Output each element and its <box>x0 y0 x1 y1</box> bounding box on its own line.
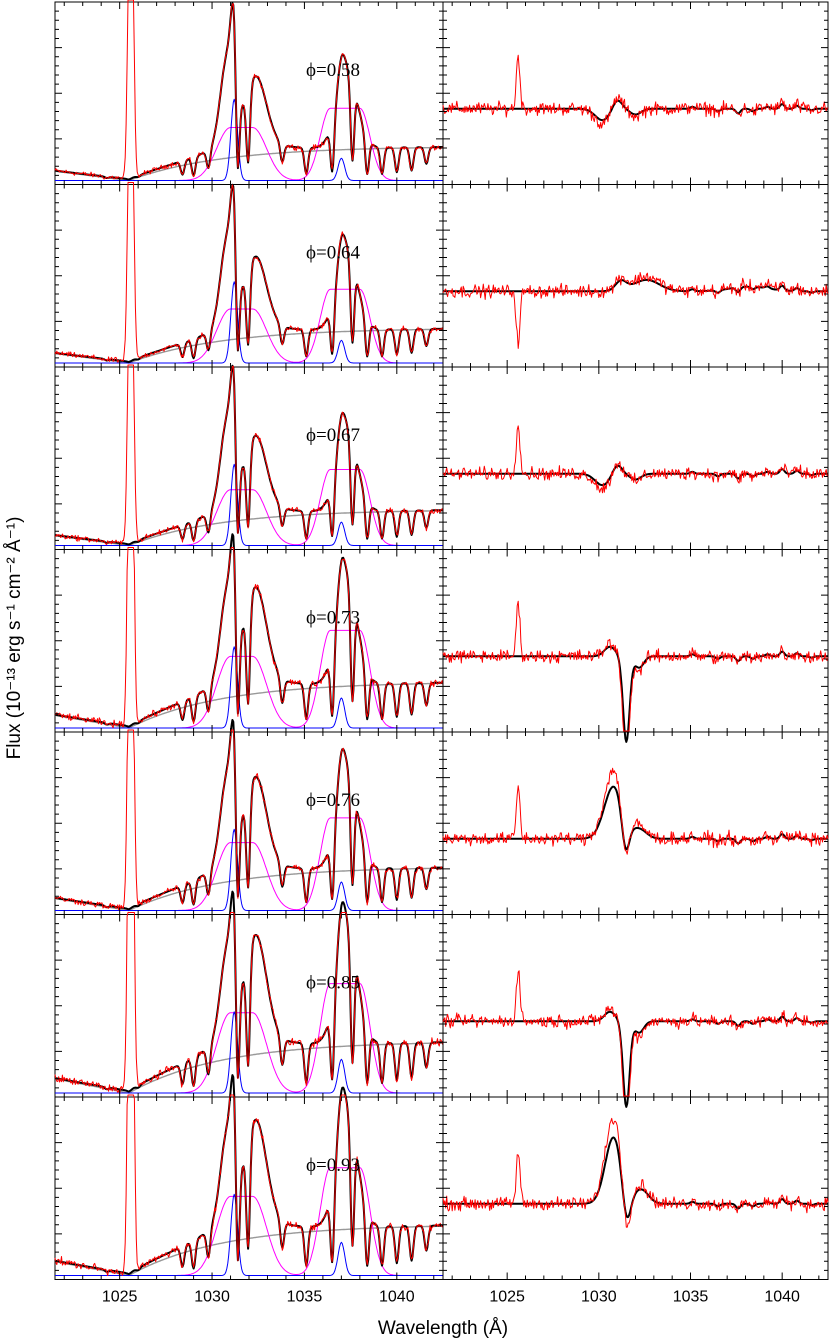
residual-observed-line <box>442 1117 829 1228</box>
x-tick-label: 1035 <box>287 1289 323 1306</box>
right-panel-frame <box>442 366 829 550</box>
right-panel <box>442 184 829 368</box>
panel-grid: ϕ=0.58 ϕ=0.64 ϕ=0.67 ϕ=0.73 ϕ=0.76 ϕ=0.85 ϕ=0.… <box>54 0 829 1280</box>
residual-model-line <box>442 1010 829 1108</box>
residual-observed-line <box>442 425 829 494</box>
x-tick-label: 1025 <box>489 1289 525 1306</box>
x-tick-label: 1025 <box>102 1289 138 1306</box>
left-panel: ϕ=0.93 <box>54 1074 444 1280</box>
right-panel <box>442 1 829 185</box>
right-panel-frame <box>442 914 829 1098</box>
residual-model-line <box>442 99 829 122</box>
residual-observed-line <box>442 970 829 1097</box>
x-tick-label: 1030 <box>581 1289 617 1306</box>
residual-observed-line <box>442 600 829 732</box>
y-axis-title: Flux (10⁻¹³ erg s⁻¹ cm⁻² Å⁻¹) <box>4 517 25 760</box>
model-line <box>54 1074 444 1275</box>
phase-label: ϕ=0.67 <box>306 425 360 446</box>
residual-observed-line <box>442 54 829 129</box>
phase-label: ϕ=0.85 <box>306 973 360 994</box>
left-panel: ϕ=0.67 <box>54 364 444 550</box>
right-panel-frame <box>442 1096 829 1280</box>
right-panel <box>442 731 829 915</box>
residual-model-line <box>442 785 829 851</box>
x-tick-label: 1035 <box>673 1289 709 1306</box>
phase-label: ϕ=0.73 <box>306 608 360 629</box>
x-tick-labels: 1025 1030 1035 1040 1025 1030 1035 1040 <box>102 1289 800 1306</box>
phase-label: ϕ=0.93 <box>306 1155 360 1176</box>
left-panel: ϕ=0.85 <box>54 890 444 1098</box>
model-line <box>54 890 444 1093</box>
right-panel <box>442 914 829 1108</box>
x-axis-title: Wavelength (Å) <box>378 1318 508 1339</box>
phase-label: ϕ=0.76 <box>306 790 360 811</box>
observed-line <box>54 182 444 363</box>
phase-label: ϕ=0.58 <box>306 60 360 81</box>
x-tick-label: 1030 <box>194 1289 230 1306</box>
right-panel <box>442 366 829 550</box>
left-panel: ϕ=0.64 <box>54 182 444 368</box>
left-panel: ϕ=0.73 <box>54 533 444 733</box>
left-panel: ϕ=0.58 <box>54 0 444 185</box>
residual-model-line <box>442 1136 829 1219</box>
right-panel-frame <box>442 549 829 733</box>
observed-line <box>54 547 444 729</box>
right-panel-frame <box>442 1 829 185</box>
right-panel <box>442 549 829 743</box>
x-tick-label: 1040 <box>379 1289 415 1306</box>
residual-observed-line <box>442 272 829 349</box>
left-panel-frame <box>54 914 444 1098</box>
left-panel: ϕ=0.76 <box>54 719 444 915</box>
observed-line <box>54 729 444 911</box>
right-panel <box>442 1096 829 1280</box>
left-panel-frame <box>54 1096 444 1280</box>
residual-observed-line <box>442 767 829 855</box>
residual-model-line <box>442 645 829 743</box>
x-tick-label: 1040 <box>764 1289 800 1306</box>
observed-line <box>54 364 444 545</box>
phase-label: ϕ=0.64 <box>306 243 360 264</box>
